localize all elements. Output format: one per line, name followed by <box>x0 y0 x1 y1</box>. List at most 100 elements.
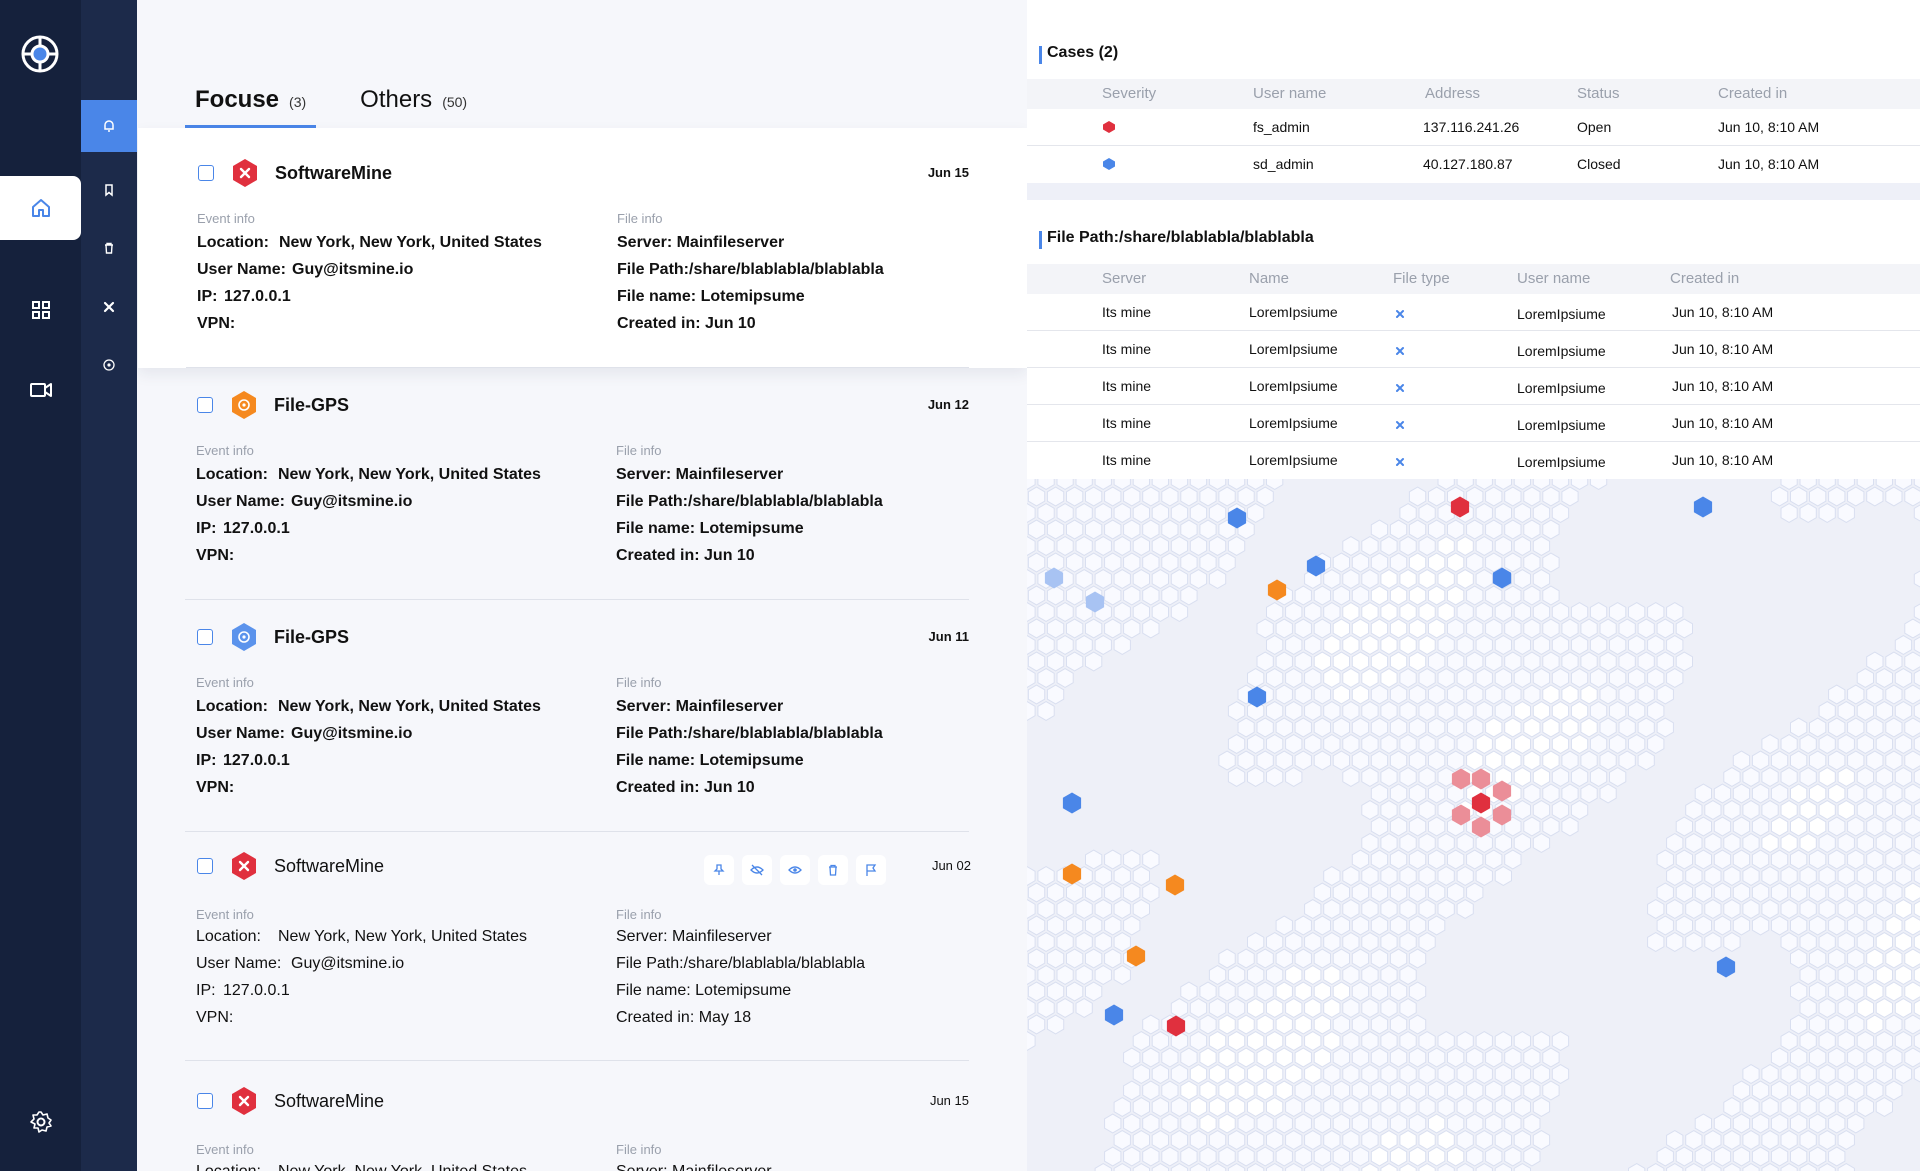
event-checkbox[interactable] <box>197 1093 213 1109</box>
map-hex <box>1570 701 1589 721</box>
map-hex <box>1380 899 1398 919</box>
pin-button[interactable] <box>704 855 734 885</box>
map-hex <box>1809 717 1827 738</box>
event-checkbox[interactable] <box>198 165 214 181</box>
map-hex <box>1875 1064 1893 1084</box>
map-hex <box>1218 981 1236 1002</box>
map-hex <box>1513 1163 1531 1171</box>
case-row[interactable]: fs_admin 137.116.241.26 Open Jun 10, 8:1… <box>1027 109 1920 146</box>
map-hex <box>1732 783 1751 804</box>
map-hex <box>1189 503 1208 523</box>
map-marker[interactable] <box>1165 874 1185 896</box>
subnav-bookmarks[interactable] <box>81 164 137 216</box>
map-hex <box>1532 569 1551 589</box>
map-hex <box>1304 734 1322 754</box>
event-card[interactable]: File-GPS Jun 11 Event info File info Loc… <box>137 600 1027 832</box>
case-status: Open <box>1577 119 1612 135</box>
map-marker[interactable] <box>1044 567 1064 589</box>
map-marker[interactable] <box>1062 863 1082 885</box>
tab-focuse[interactable]: Focuse (3) <box>185 86 317 128</box>
delete-button[interactable] <box>818 855 848 885</box>
map-hex <box>1351 981 1370 1002</box>
map-hex <box>1666 1163 1684 1171</box>
flag-button[interactable] <box>856 855 886 885</box>
nav-video[interactable] <box>0 358 81 422</box>
subnav-trash[interactable] <box>81 222 137 274</box>
map-marker[interactable] <box>1104 1004 1124 1026</box>
event-card[interactable]: SoftwareMine Jun 15 Event info File info… <box>138 128 1027 368</box>
subnav-alerts[interactable] <box>81 100 137 152</box>
map-marker[interactable] <box>1492 567 1512 589</box>
map-hex <box>1456 899 1474 919</box>
map-hex <box>1647 602 1665 622</box>
map-hex <box>1732 750 1751 771</box>
map-hex <box>1504 1047 1522 1068</box>
event-checkbox[interactable] <box>197 629 213 645</box>
map-marker[interactable] <box>1471 792 1491 814</box>
map-marker[interactable] <box>1126 945 1146 967</box>
map-marker[interactable] <box>1451 804 1471 826</box>
file-row[interactable]: Its mine LoremIpsiume LoremIpsiume Jun 1… <box>1027 442 1920 479</box>
map-hex <box>1770 1113 1789 1134</box>
map-marker[interactable] <box>1492 804 1512 826</box>
map-marker[interactable] <box>1227 507 1247 529</box>
map-hex <box>1790 948 1808 969</box>
event-checkbox[interactable] <box>197 858 213 874</box>
map-marker[interactable] <box>1471 768 1491 790</box>
file-row[interactable]: Its mine LoremIpsiume LoremIpsiume Jun 1… <box>1027 294 1920 331</box>
file-row[interactable]: Its mine LoremIpsiume LoremIpsiume Jun 1… <box>1027 331 1920 368</box>
file-created: Jun 10, 8:10 AM <box>1672 341 1774 357</box>
map-marker[interactable] <box>1062 792 1082 814</box>
view-button[interactable] <box>780 855 810 885</box>
subnav-software-mine[interactable] <box>81 281 137 333</box>
map-hex <box>1380 536 1398 556</box>
event-checkbox[interactable] <box>197 397 213 413</box>
nav-dashboard[interactable] <box>0 278 81 342</box>
map-marker[interactable] <box>1166 1015 1186 1037</box>
event-card[interactable]: SoftwareMine Jun 15 Event info File info… <box>137 1061 1027 1171</box>
map-marker[interactable] <box>1492 780 1512 802</box>
logo-icon[interactable] <box>20 34 60 74</box>
file-row[interactable]: Its mine LoremIpsiume LoremIpsiume Jun 1… <box>1027 368 1920 405</box>
file-row[interactable]: Its mine LoremIpsiume LoremIpsiume Jun 1… <box>1027 405 1920 442</box>
map-hex <box>1647 899 1665 919</box>
map-marker[interactable] <box>1306 555 1326 577</box>
map-hex <box>1370 1113 1389 1134</box>
bell-icon <box>104 120 114 132</box>
map-hex <box>1761 1097 1779 1117</box>
map-marker[interactable] <box>1247 686 1267 708</box>
map-hex <box>1694 1113 1712 1134</box>
map-hex <box>1046 948 1065 969</box>
map-marker[interactable] <box>1716 956 1736 978</box>
map-hex <box>1809 1047 1827 1068</box>
nav-home[interactable] <box>0 176 81 240</box>
map-marker[interactable] <box>1085 591 1105 613</box>
map-hex <box>1894 668 1913 688</box>
case-row[interactable]: sd_admin 40.127.180.87 Closed Jun 10, 8:… <box>1027 146 1920 183</box>
map-hex <box>1780 1064 1798 1084</box>
map-marker[interactable] <box>1693 496 1713 518</box>
map-marker[interactable] <box>1267 579 1287 601</box>
map-hex <box>1323 1064 1341 1084</box>
map-hex <box>1818 998 1836 1018</box>
map-hex <box>1847 816 1865 837</box>
event-card[interactable]: File-GPS Jun 12 Event info File info Loc… <box>137 368 1027 600</box>
map-hex <box>1027 965 1036 985</box>
event-card[interactable]: SoftwareMine Jun 02 Event info File info… <box>137 832 1027 1061</box>
map-marker[interactable] <box>1451 768 1471 790</box>
map-hex <box>1628 1163 1646 1171</box>
tab-count: (50) <box>442 94 468 110</box>
map-hex <box>1790 882 1808 903</box>
nav-settings[interactable] <box>0 1090 81 1154</box>
map-marker[interactable] <box>1450 496 1470 518</box>
hide-button[interactable] <box>742 855 772 885</box>
subnav-file-gps[interactable] <box>81 339 137 391</box>
map-marker[interactable] <box>1471 816 1491 838</box>
event-title: File-GPS <box>274 627 350 647</box>
map-hex <box>1170 602 1189 622</box>
map-hex <box>1361 1097 1379 1117</box>
map-hex <box>1342 701 1360 721</box>
map-hex <box>1666 635 1684 655</box>
tab-others[interactable]: Others (50) <box>350 86 477 128</box>
col-header: Severity <box>1102 85 1157 102</box>
